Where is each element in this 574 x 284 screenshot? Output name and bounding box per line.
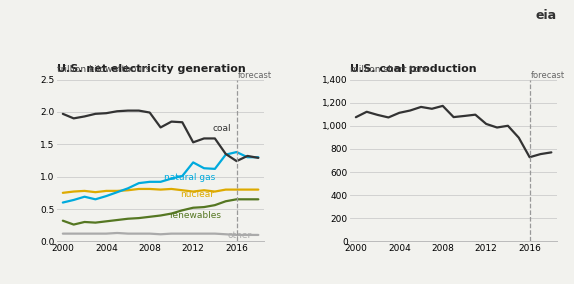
Text: coal: coal [213,124,231,133]
Text: U.S. net electricity generation: U.S. net electricity generation [57,64,246,74]
Text: U.S. coal production: U.S. coal production [350,64,477,74]
Text: eia: eia [536,9,557,22]
Text: natural gas: natural gas [164,173,215,182]
Text: forecast: forecast [532,70,565,80]
Text: million short tons: million short tons [350,55,429,74]
Text: forecast: forecast [238,70,272,80]
Text: other: other [228,231,252,239]
Text: renewables: renewables [169,211,221,220]
Text: trillion kilowatthours: trillion kilowatthours [57,55,151,74]
Text: nuclear: nuclear [180,190,214,199]
